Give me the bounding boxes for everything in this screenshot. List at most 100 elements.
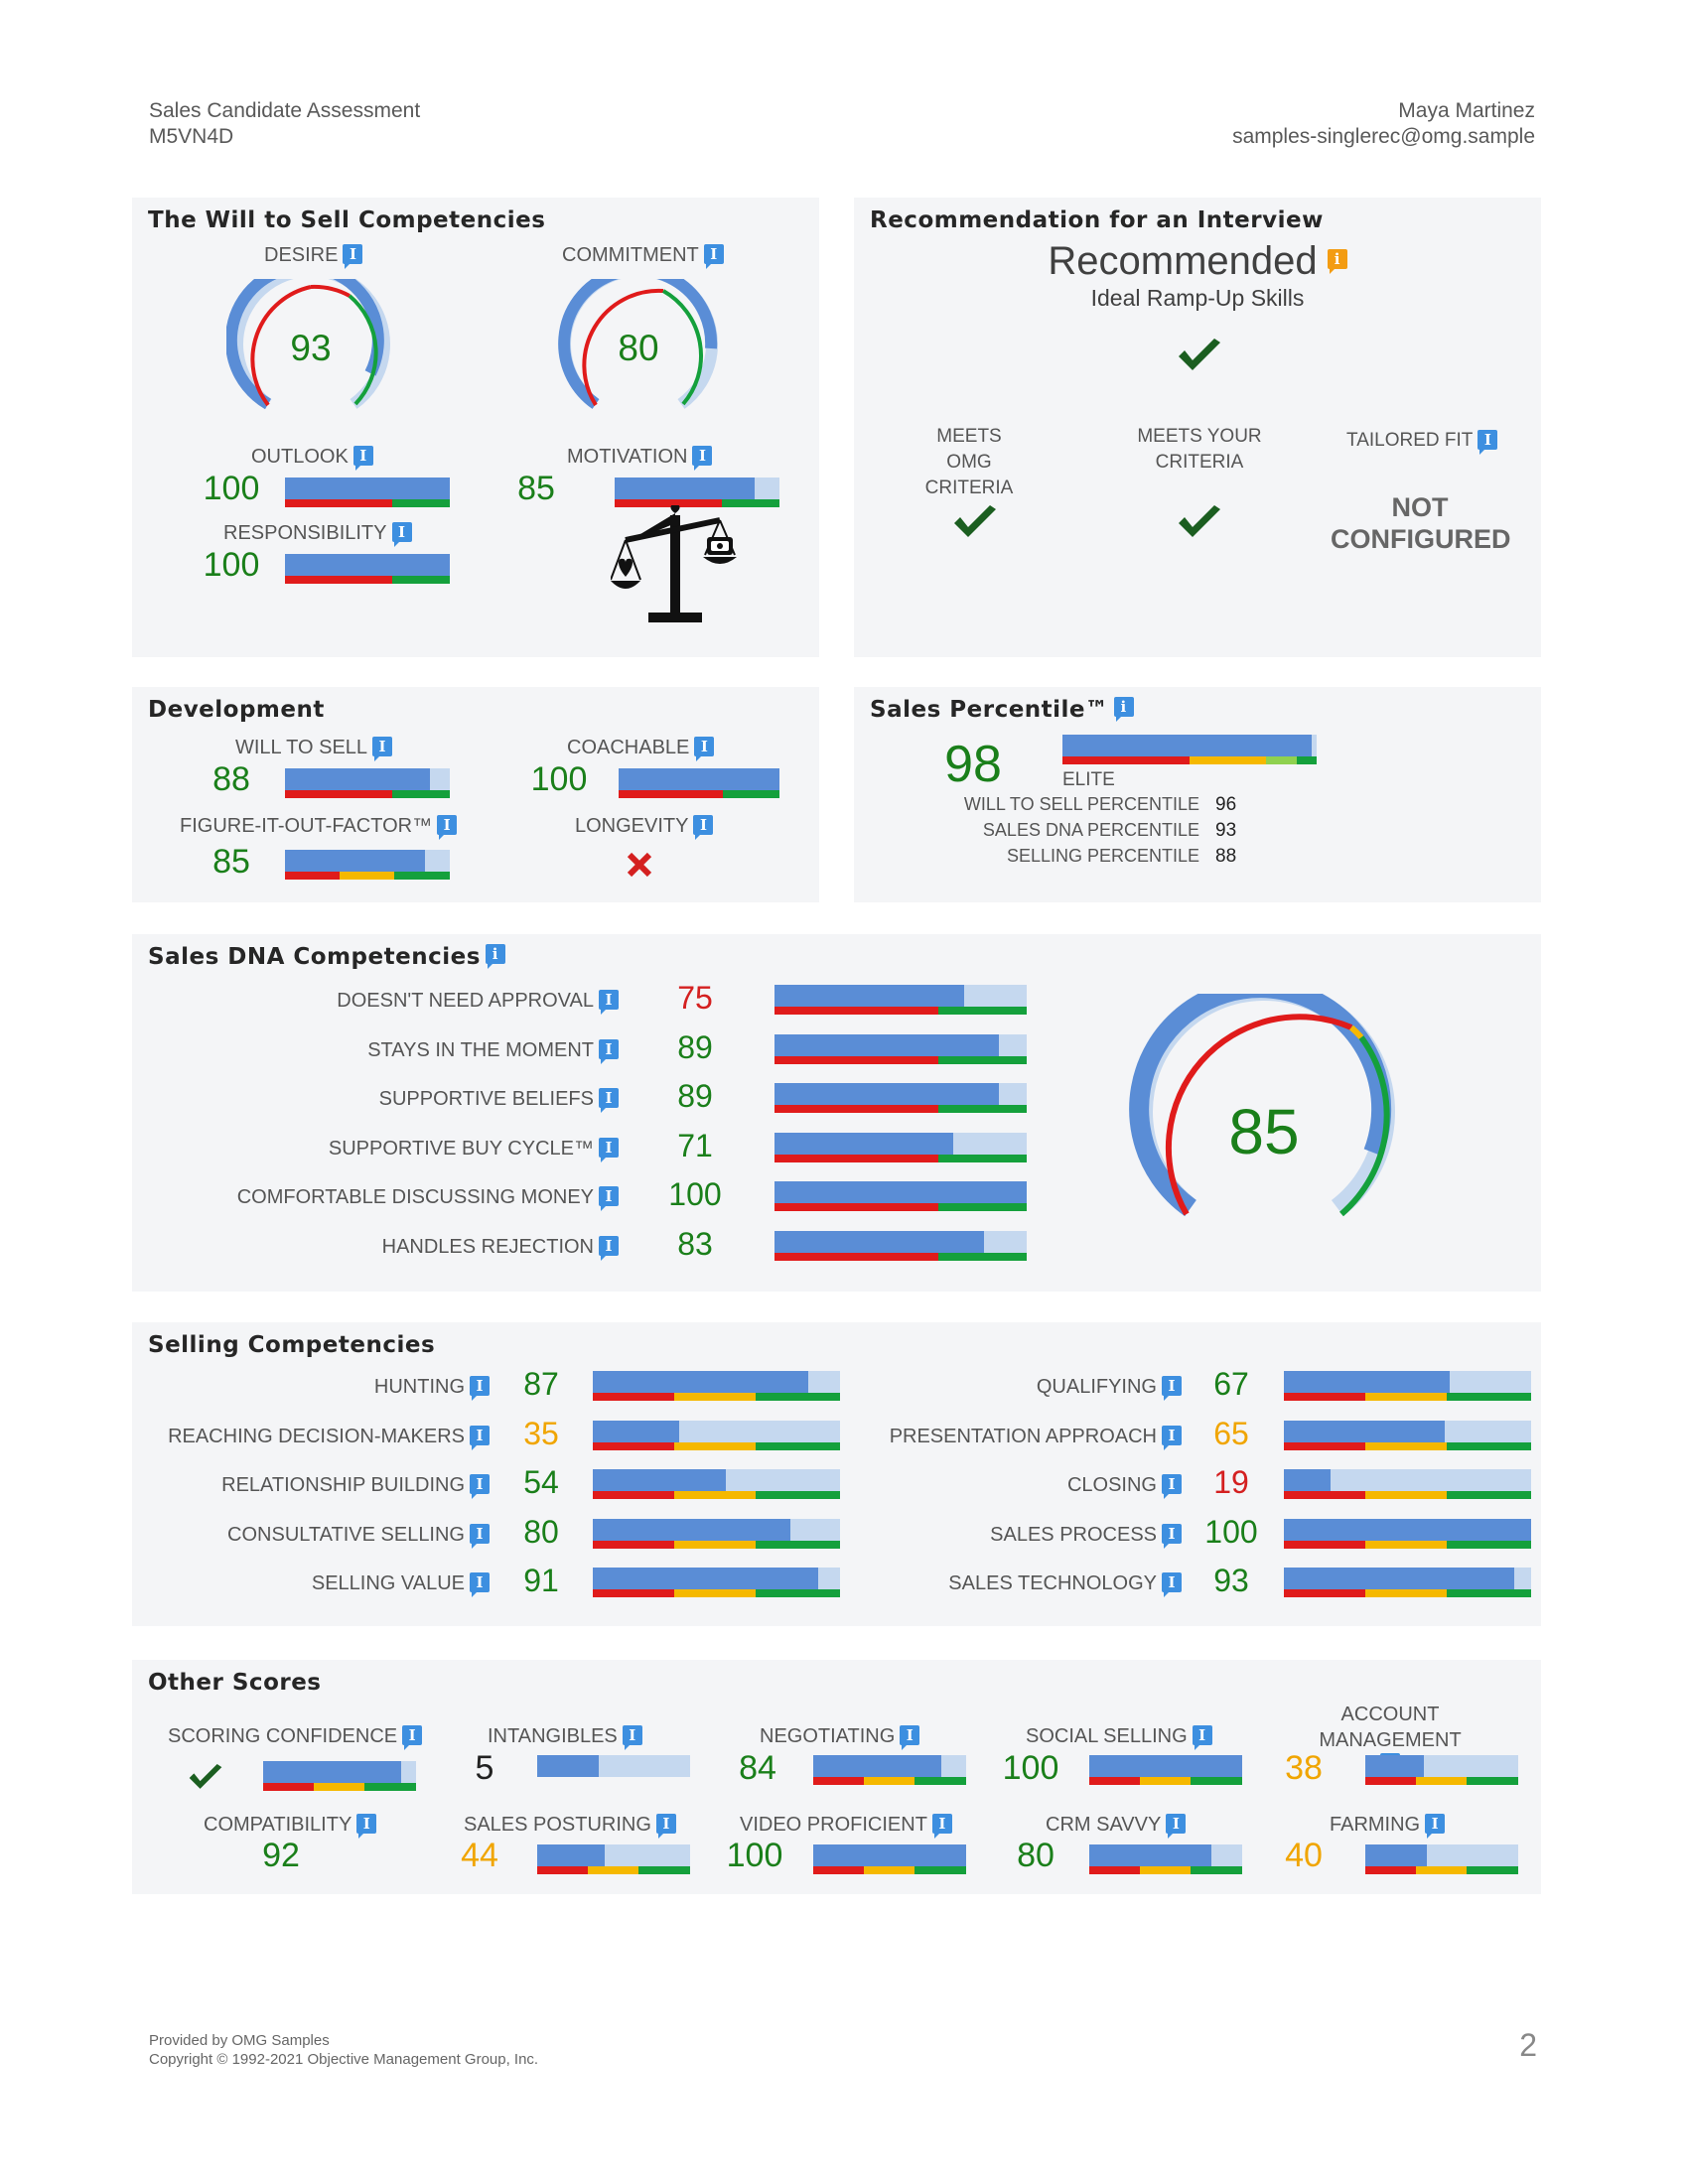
footer-copyright: Copyright © 1992-2021 Objective Manageme… <box>149 2051 539 2068</box>
info-icon[interactable]: i <box>599 1088 619 1113</box>
video-proficient-bar <box>813 1844 966 1874</box>
x-icon <box>627 852 652 878</box>
competency-bar <box>774 1132 1027 1162</box>
candidate-name: Maya Martinez <box>1398 99 1535 122</box>
desire-gauge <box>226 279 390 410</box>
panel-title: The Will to Sell Competencies <box>148 207 546 233</box>
info-icon[interactable]: i <box>1162 1425 1182 1450</box>
motivation-label: MOTIVATION i <box>567 446 713 471</box>
farming-label: FARMING i <box>1330 1814 1446 1839</box>
competency-score: 71 <box>677 1127 713 1163</box>
other-scores-panel: Other Scores SCORING CONFIDENCE i INTANGI… <box>132 1660 1541 1894</box>
will-to-sell-score: 88 <box>212 760 250 798</box>
info-icon[interactable]: i <box>599 1235 619 1261</box>
panel-title: Sales DNA Competencies i <box>148 944 505 970</box>
info-icon[interactable]: i <box>352 446 373 471</box>
panel-title: Sales Percentile™ i <box>870 697 1134 723</box>
info-icon[interactable]: i <box>694 737 715 761</box>
info-icon[interactable]: i <box>485 944 505 969</box>
info-icon[interactable]: i <box>900 1725 920 1750</box>
competency-bar <box>774 1230 1027 1261</box>
info-icon[interactable]: i <box>693 815 714 840</box>
social-selling-label: SOCIAL SELLING i <box>1026 1725 1212 1750</box>
competency-bar <box>774 1033 1027 1064</box>
info-icon[interactable]: i <box>470 1572 490 1597</box>
info-icon[interactable]: i <box>1477 430 1498 455</box>
panel-title: Recommendation for an Interview <box>870 207 1324 233</box>
info-icon[interactable]: i <box>372 737 393 761</box>
negotiating-bar <box>813 1755 966 1785</box>
competency-score: 80 <box>523 1513 559 1550</box>
info-icon[interactable]: i <box>703 244 724 269</box>
info-icon[interactable]: i <box>599 1186 619 1211</box>
candidate-email: samples-singlerec@omg.sample <box>1232 125 1535 148</box>
percentile-row: SALES DNA PERCENTILE 93 <box>914 820 1311 846</box>
info-icon[interactable]: i <box>1162 1376 1182 1401</box>
recommendation-status: Recommended i <box>854 239 1541 284</box>
info-icon[interactable]: i <box>1327 249 1347 274</box>
info-icon[interactable]: i <box>1162 1523 1182 1549</box>
scoring-confidence-bar <box>263 1761 416 1791</box>
sales-posturing-label: SALES POSTURING i <box>464 1814 676 1839</box>
desire-score: 93 <box>290 328 332 368</box>
info-icon[interactable]: i <box>599 990 619 1015</box>
social-selling-score: 100 <box>1002 1749 1059 1787</box>
info-icon[interactable]: i <box>391 522 412 547</box>
percentile-bar <box>1062 735 1317 764</box>
check-icon <box>954 505 996 537</box>
competency-label: DOESN'T NEED APPROVAL i <box>337 990 619 1015</box>
competency-bar <box>593 1420 840 1450</box>
competency-score: 65 <box>1213 1415 1249 1451</box>
commitment-score: 80 <box>618 328 659 368</box>
competency-label: SELLING VALUE i <box>312 1572 490 1597</box>
info-icon[interactable]: i <box>692 446 713 471</box>
competency-label: PRESENTATION APPROACH i <box>890 1425 1182 1450</box>
competency-bar <box>593 1469 840 1499</box>
competency-bar <box>1284 1469 1531 1499</box>
percentile-row-value: 88 <box>1215 846 1237 867</box>
motivation-bar <box>615 478 779 507</box>
competency-label: CLOSING i <box>1067 1474 1182 1499</box>
check-icon <box>189 1764 222 1789</box>
competency-score: 100 <box>668 1176 722 1212</box>
info-icon[interactable]: i <box>1166 1814 1187 1839</box>
figure-it-out-label: FIGURE-IT-OUT-FACTOR™ i <box>180 815 458 840</box>
info-icon[interactable]: i <box>470 1523 490 1549</box>
competency-score: 19 <box>1213 1464 1249 1500</box>
info-icon[interactable]: i <box>655 1814 676 1839</box>
motivation-score: 85 <box>517 470 555 507</box>
development-panel: Development WILL TO SELL i 88 COACHABLE i … <box>132 687 819 902</box>
info-icon[interactable]: i <box>470 1474 490 1499</box>
competency-label: SALES PROCESS i <box>990 1523 1182 1549</box>
percentile-row: SELLING PERCENTILE 88 <box>914 846 1311 872</box>
info-icon[interactable]: i <box>356 1814 377 1839</box>
competency-label: STAYS IN THE MOMENT i <box>367 1038 619 1064</box>
info-icon[interactable]: i <box>1113 697 1134 722</box>
info-icon[interactable]: i <box>470 1376 490 1401</box>
info-icon[interactable]: i <box>1192 1725 1212 1750</box>
account-management-bar <box>1365 1755 1518 1785</box>
competency-score: 93 <box>1213 1563 1249 1598</box>
competency-score: 100 <box>1204 1513 1258 1550</box>
account-management-score: 38 <box>1285 1749 1323 1787</box>
competency-score: 89 <box>677 1078 713 1114</box>
percentile-row-label: WILL TO SELL PERCENTILE <box>963 794 1199 814</box>
competency-score: 35 <box>523 1415 559 1451</box>
info-icon[interactable]: i <box>1425 1814 1446 1839</box>
info-icon[interactable]: i <box>1162 1572 1182 1597</box>
info-icon[interactable]: i <box>599 1137 619 1162</box>
longevity-label: LONGEVITY i <box>575 815 714 840</box>
info-icon[interactable]: i <box>599 1038 619 1064</box>
info-icon[interactable]: i <box>1162 1474 1182 1499</box>
competency-bar <box>774 1181 1027 1211</box>
desire-label: DESIRE i <box>264 244 363 269</box>
compatibility-label: COMPATIBILITY i <box>204 1814 377 1839</box>
info-icon[interactable]: i <box>931 1814 952 1839</box>
competency-score: 67 <box>1213 1366 1249 1402</box>
info-icon[interactable]: i <box>343 244 363 269</box>
footer-provided: Provided by OMG Samples <box>149 2032 330 2049</box>
info-icon[interactable]: i <box>622 1725 642 1750</box>
info-icon[interactable]: i <box>402 1725 423 1750</box>
info-icon[interactable]: i <box>437 815 458 840</box>
info-icon[interactable]: i <box>470 1425 490 1450</box>
